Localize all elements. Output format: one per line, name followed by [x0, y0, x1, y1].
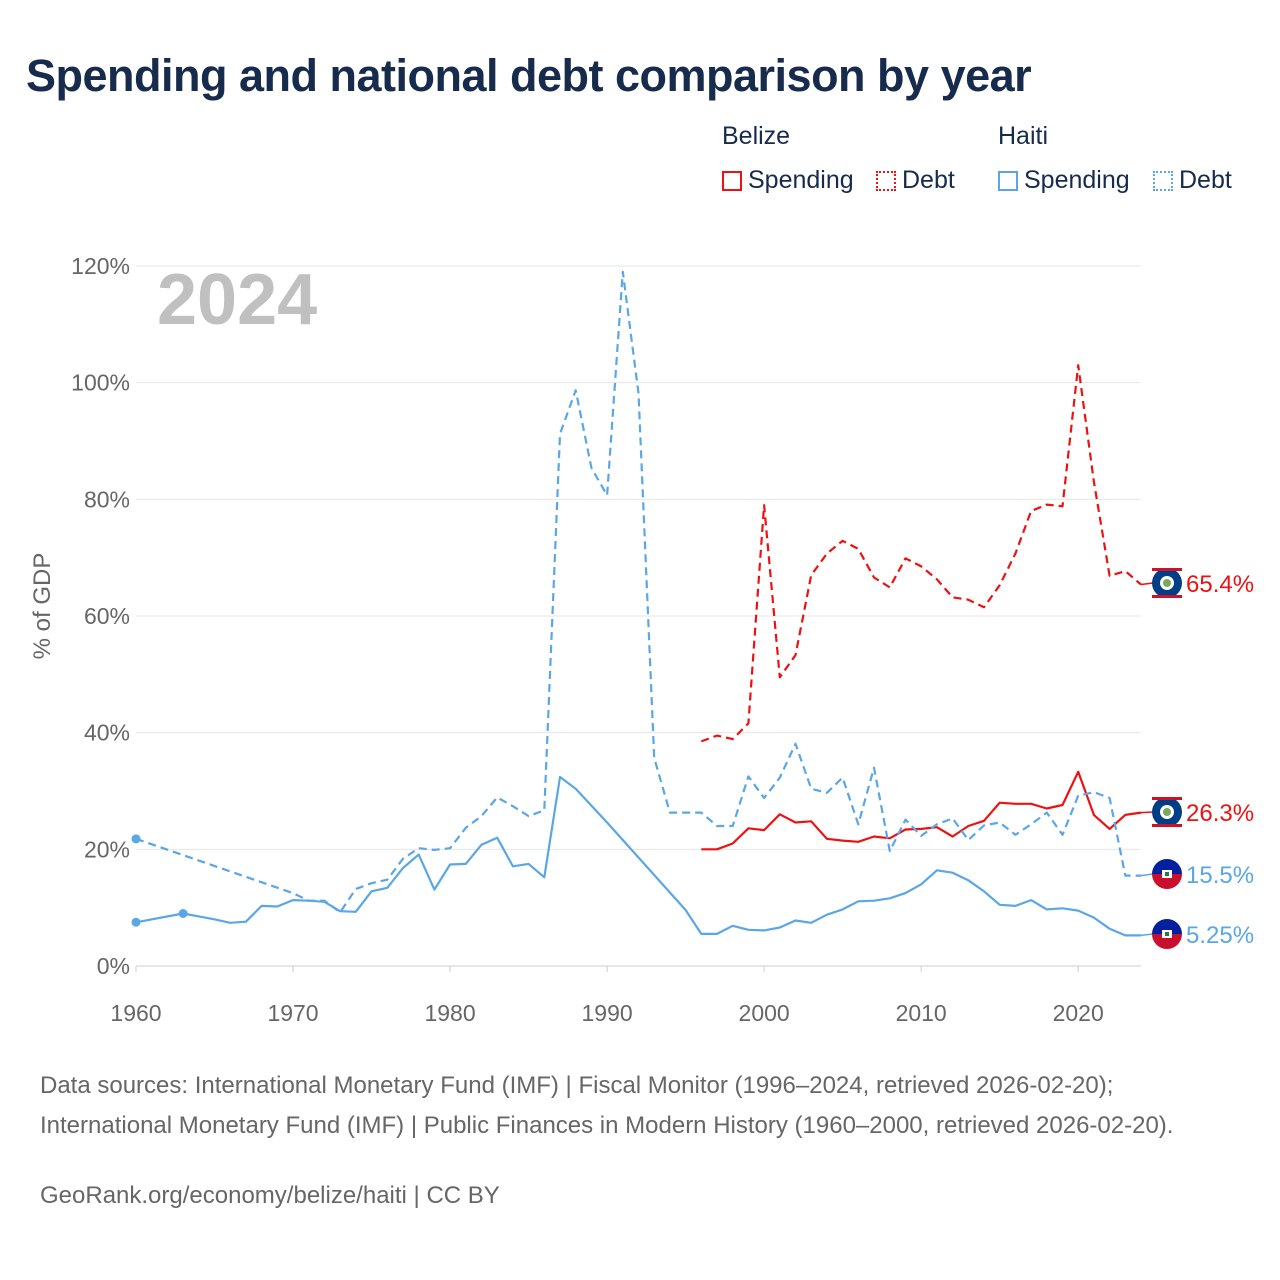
y-tick-label: 80%	[84, 486, 130, 512]
x-tick-label: 2010	[896, 1000, 947, 1026]
haiti-flag-icon	[1152, 919, 1182, 949]
series-line-belize-debt[interactable]	[700, 364, 1142, 743]
legend-swatch-dotted	[1153, 170, 1173, 191]
y-axis: 0% 20% 40% 60% 80% 100% 120%	[71, 253, 130, 979]
legend-label: Spending	[748, 166, 854, 194]
legend-belize-debt[interactable]: Debt	[876, 166, 955, 195]
legend-label: Debt	[902, 166, 955, 194]
end-connector	[1140, 933, 1154, 937]
chart-title: Spending and national debt comparison by…	[26, 50, 1032, 101]
data-point	[178, 909, 188, 918]
x-tick-label: 1980	[424, 1000, 475, 1026]
belize-flag-icon	[1152, 797, 1182, 827]
series-line-belize-spending[interactable]	[701, 770, 1142, 851]
legend-haiti-spending[interactable]: Spending	[998, 166, 1130, 195]
y-tick-label: 0%	[97, 953, 130, 979]
series-line-haiti-debt[interactable]	[135, 270, 1141, 914]
chart-plot: 0% 20% 40% 60% 80% 100% 120% 1960 1970 1980 1990 2…	[29, 253, 1254, 1026]
legend-swatch-solid	[722, 170, 742, 191]
end-labels: 65.4% 26.3% 15.5% 5.25%	[1140, 568, 1254, 949]
legend: Belize Spending Debt Haiti Spending Debt	[0, 122, 1280, 202]
end-connector	[1140, 873, 1154, 877]
credit-link[interactable]: GeoRank.org/economy/belize/haiti | CC BY	[40, 1182, 500, 1209]
x-tick-label: 1970	[267, 1000, 318, 1026]
markers	[131, 834, 188, 927]
x-tick-label: 2020	[1053, 1000, 1104, 1026]
end-label-haiti-debt: 15.5%	[1186, 862, 1254, 889]
end-label-haiti-spending: 5.25%	[1186, 922, 1254, 949]
legend-swatch-solid	[998, 170, 1018, 191]
y-tick-label: 120%	[71, 253, 130, 279]
series-line-haiti-spending[interactable]	[135, 775, 1141, 937]
data-sources: Data sources: International Monetary Fun…	[40, 1072, 1174, 1139]
legend-group-haiti: Haiti	[998, 122, 1049, 150]
year-label: 2024	[157, 260, 317, 340]
y-tick-label: 60%	[84, 603, 130, 629]
y-tick-label: 20%	[84, 836, 130, 862]
end-connector	[1140, 582, 1154, 586]
legend-belize-spending[interactable]: Spending	[722, 166, 854, 195]
grid	[136, 265, 1141, 967]
y-axis-title: % of GDP	[29, 553, 56, 660]
legend-haiti-debt[interactable]: Debt	[1153, 166, 1232, 195]
y-tick-label: 40%	[84, 720, 130, 746]
y-tick-label: 100%	[71, 370, 130, 396]
series	[135, 270, 1142, 937]
belize-flag-icon	[1152, 568, 1182, 598]
x-tick-label: 1960	[110, 1000, 161, 1026]
legend-label: Debt	[1179, 166, 1232, 194]
legend-group-belize: Belize	[722, 122, 791, 150]
legend-label: Spending	[1024, 166, 1130, 194]
end-connector	[1140, 811, 1154, 814]
end-label-belize-spending: 26.3%	[1186, 800, 1254, 827]
haiti-flag-icon	[1152, 859, 1182, 889]
x-axis: 1960 1970 1980 1990 2000 2010 2020	[110, 966, 1104, 1026]
x-tick-label: 2000	[739, 1000, 790, 1026]
end-label-belize-debt: 65.4%	[1186, 571, 1254, 598]
data-point	[131, 834, 141, 844]
x-tick-label: 1990	[582, 1000, 633, 1026]
data-point	[131, 917, 141, 927]
legend-swatch-dotted	[876, 170, 896, 191]
